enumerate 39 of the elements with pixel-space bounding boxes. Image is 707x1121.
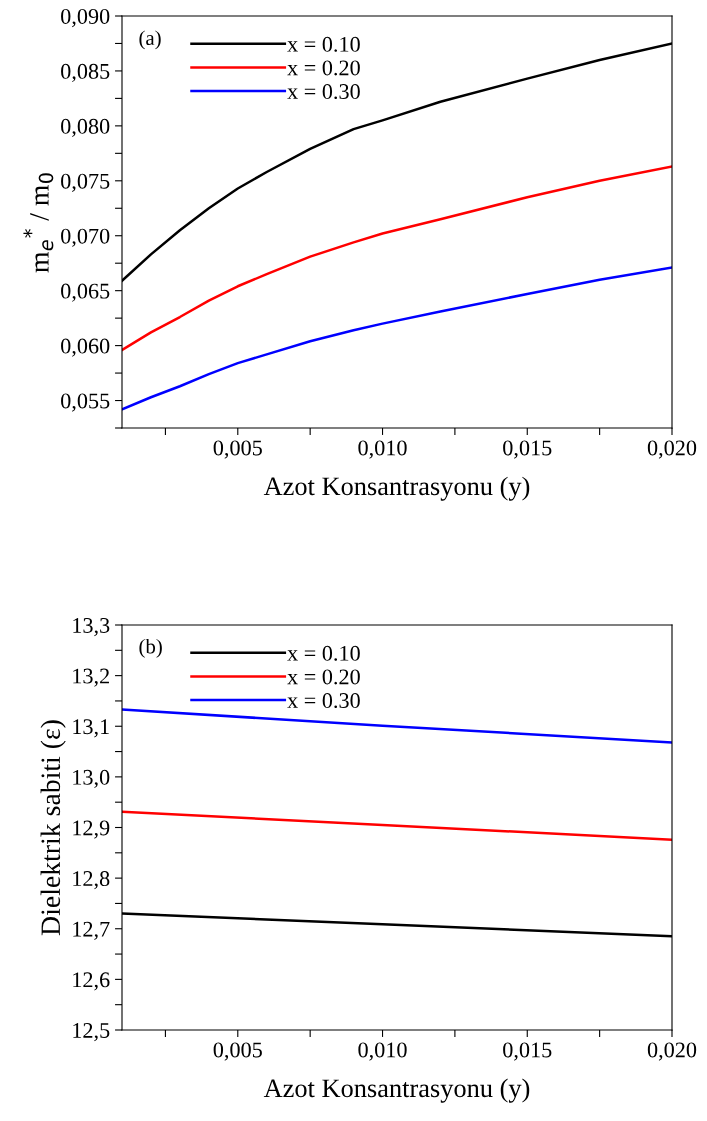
line-series xyxy=(122,165,672,352)
y-tick-label: 12,8 xyxy=(73,871,110,890)
y-tick-label: 12,7 xyxy=(73,921,110,940)
x-tick-label: 0,020 xyxy=(647,440,697,459)
legend-label: x = 0.20 xyxy=(287,60,360,76)
y-tick-label: 0,055 xyxy=(61,393,110,412)
annotation: (b) xyxy=(139,638,162,658)
x-tick-label: 0,010 xyxy=(358,1042,407,1061)
y-tick-label: 12,9 xyxy=(73,820,110,839)
y-tick-label: 12,5 xyxy=(73,1022,110,1042)
y-tick-label: 13,2 xyxy=(73,668,109,687)
legend-label: x = 0.30 xyxy=(287,693,360,709)
y-tick-label: 0,060 xyxy=(61,338,110,357)
line-series xyxy=(122,266,672,411)
x-tick-label: 0,005 xyxy=(213,1042,262,1061)
y-tick-label: 13,0 xyxy=(73,769,110,788)
annotation: (a) xyxy=(139,30,161,50)
x-axis-title: Azot Konsantrasyonu (y) xyxy=(263,1078,530,1103)
y-tick-label: 13,1 xyxy=(73,719,109,738)
y-tick-label: 0,075 xyxy=(61,173,110,192)
y-axis-title: m$_{e}$$^{*}$ / m$_{0}$ xyxy=(23,173,54,273)
legend-label: x = 0.20 xyxy=(287,669,360,685)
y-tick-label: 13,3 xyxy=(73,617,110,637)
y-tick-label: 0,085 xyxy=(61,63,110,83)
legend-label: x = 0.30 xyxy=(287,84,360,100)
x-tick-label: 0,020 xyxy=(647,1042,697,1061)
x-tick-label: 0,010 xyxy=(358,440,407,459)
y-tick-label: 0,080 xyxy=(61,118,110,137)
x-tick-label: 0,015 xyxy=(503,440,552,459)
legend-label: x = 0.10 xyxy=(287,36,360,52)
x-tick-label: 0,005 xyxy=(213,440,262,459)
y-tick-label: 0,090 xyxy=(61,8,110,28)
x-tick-label: 0,015 xyxy=(503,1042,552,1061)
y-tick-label: 0,070 xyxy=(61,228,110,247)
y-tick-label: 12,6 xyxy=(73,972,110,991)
y-tick-label: 0,065 xyxy=(61,283,110,302)
legend-label: x = 0.10 xyxy=(287,645,360,661)
x-axis-title: Azot Konsantrasyonu (y) xyxy=(263,476,530,501)
y-axis-title: Dielektrik sabiti (ε) xyxy=(40,720,66,936)
